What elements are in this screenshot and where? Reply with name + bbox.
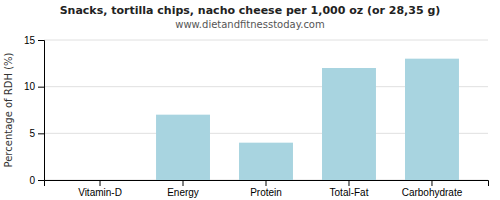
x-tick-label: Carbohydrate (402, 187, 463, 198)
y-axis-line (38, 41, 45, 181)
x-tick: Protein (250, 180, 282, 198)
x-tick-mark (348, 180, 349, 186)
chart-subtitle: www.dietandfitnesstoday.com (175, 19, 324, 30)
x-tick-label: Total-Fat (330, 187, 369, 198)
x-axis: Vitamin-D Energy Protein Total-Fat Carbohydr… (45, 180, 489, 198)
bar (322, 68, 376, 180)
y-tick-label: 5 (29, 128, 35, 139)
x-tick: Carbohydrate (402, 180, 463, 198)
y-tick-label: 15 (24, 35, 36, 46)
y-tick-label: 0 (29, 175, 35, 186)
x-tick-mark (183, 180, 184, 186)
x-axis-line (45, 181, 489, 187)
x-tick-mark (100, 180, 101, 186)
y-axis-label: Percentage of RDH (%) (3, 52, 14, 167)
y-tick-mark (38, 180, 44, 181)
y-tick-mark (38, 40, 44, 41)
bar (239, 143, 293, 180)
chart-svg: Snacks, tortilla chips, nacho cheese per… (0, 0, 500, 200)
x-tick-label: Energy (167, 187, 199, 198)
grid-line (44, 40, 488, 41)
y-tick: 5 (29, 128, 44, 139)
x-tick-label: Vitamin-D (78, 187, 122, 198)
y-tick-label: 10 (24, 81, 36, 92)
bar (156, 115, 210, 180)
y-axis: 0 5 10 15 (24, 35, 45, 186)
y-tick-mark (38, 87, 44, 88)
y-tick-mark (38, 133, 44, 134)
grid (44, 40, 488, 180)
y-tick: 10 (24, 81, 44, 92)
bar (73, 180, 127, 181)
plot-area: Vitamin-D Energy Protein Total-Fat Carbohydr… (24, 35, 489, 198)
x-tick-label: Protein (250, 187, 282, 198)
x-tick-mark (431, 180, 432, 186)
chart-title: Snacks, tortilla chips, nacho cheese per… (60, 4, 441, 17)
y-tick: 0 (29, 175, 44, 186)
bars (156, 59, 459, 180)
bar (405, 59, 459, 180)
x-tick: Total-Fat (330, 180, 369, 198)
x-tick: Vitamin-D (78, 180, 122, 198)
y-tick: 15 (24, 35, 44, 46)
x-tick-mark (266, 180, 267, 186)
x-tick: Energy (167, 180, 199, 198)
